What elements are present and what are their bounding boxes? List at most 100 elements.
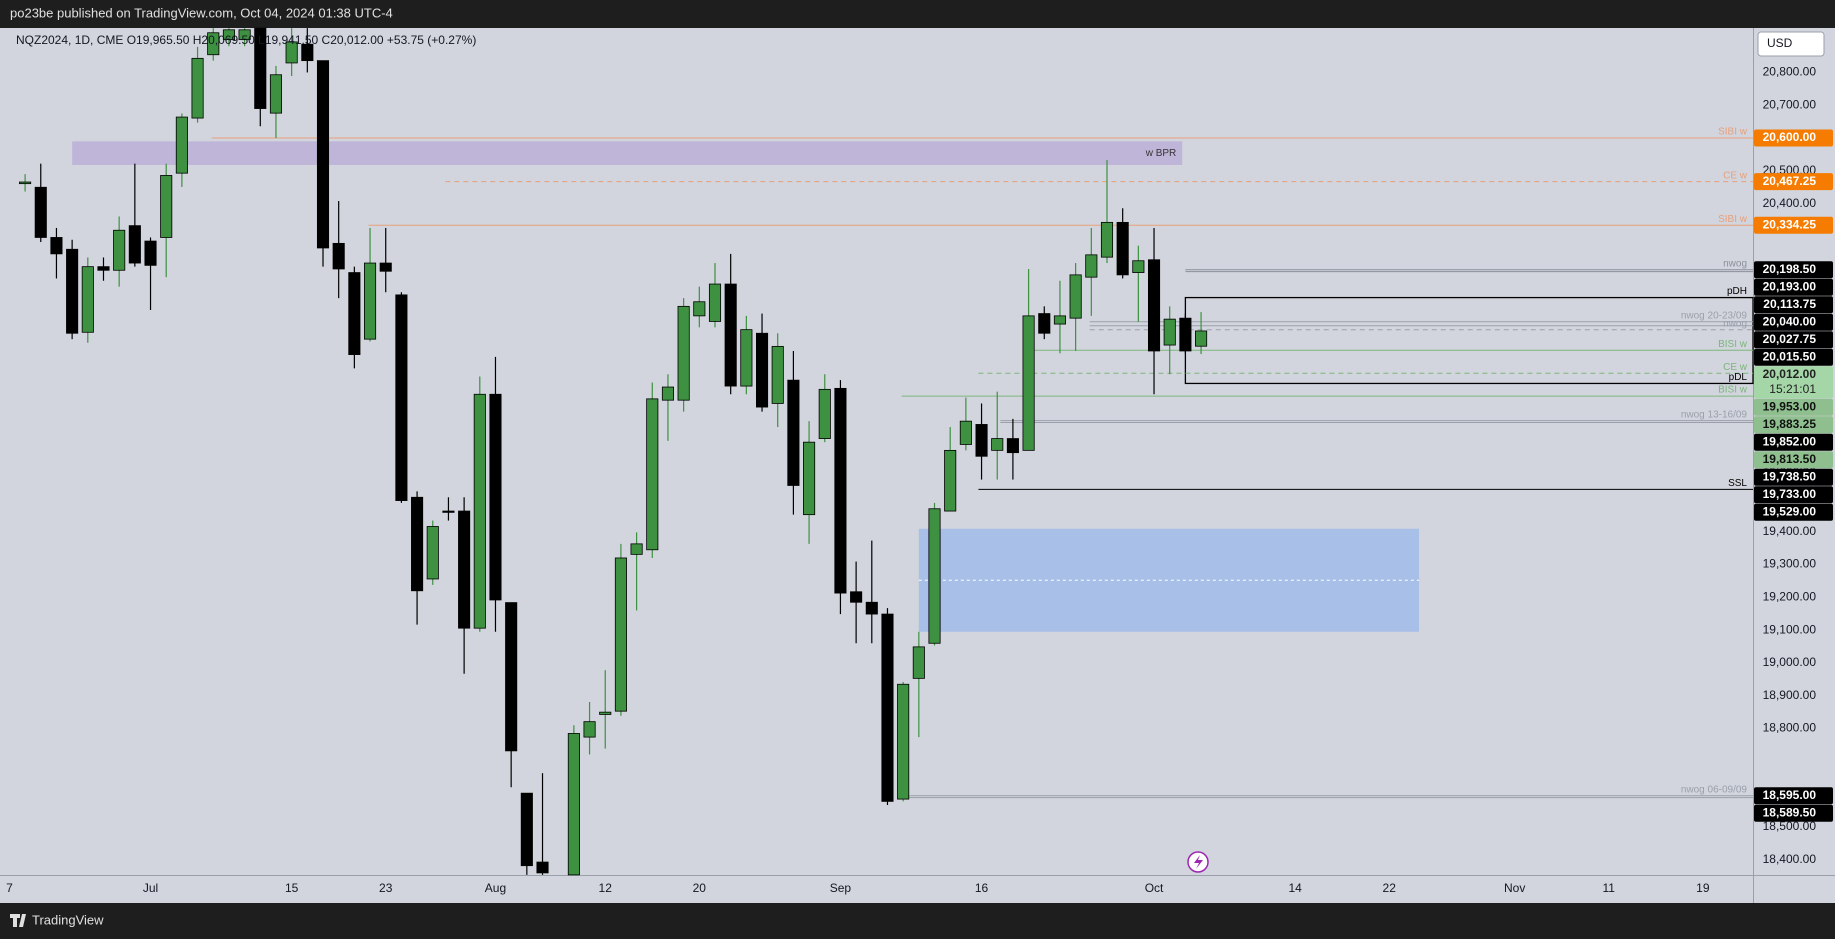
price-label-box: [1754, 129, 1833, 147]
price-label-box: [1754, 804, 1833, 822]
candle-body: [1132, 260, 1145, 273]
candle-body: [285, 41, 298, 64]
price-label: 19,813.50: [1763, 452, 1817, 466]
level-label: SSL: [1728, 478, 1747, 489]
price-label: 20,600.00: [1763, 130, 1817, 144]
candle-body: [1163, 318, 1176, 346]
tv-logo: [10, 914, 26, 927]
x-tick-label: 15: [285, 881, 299, 895]
price-label: 20,012.00: [1763, 367, 1817, 381]
candle-body: [1069, 274, 1082, 319]
price-label: 20,193.00: [1763, 279, 1817, 293]
candle-body: [897, 683, 910, 800]
candle-body: [254, 27, 267, 109]
symbol-legend: NQZ2024, 1D, CME O19,965.50 H20,069.50 L…: [16, 33, 476, 47]
candle-body: [787, 379, 800, 486]
zone: [918, 528, 1420, 632]
candle-body: [630, 543, 643, 555]
candle-body: [520, 792, 533, 867]
candle-body: [269, 74, 283, 114]
level-label: BISI w: [1718, 339, 1748, 350]
candle-body: [1006, 438, 1019, 454]
x-tick-label: 7: [6, 881, 13, 895]
candle-body: [865, 601, 878, 615]
price-label-box: [1754, 331, 1833, 349]
candle-body: [19, 181, 32, 185]
y-tick-label: 18,900.00: [1763, 688, 1817, 702]
candle-body: [1116, 221, 1129, 276]
candle-body: [740, 329, 753, 387]
level-label: BISI w: [1718, 385, 1748, 396]
level-label: pDL: [1729, 372, 1748, 383]
x-tick-label: 14: [1288, 881, 1302, 895]
price-label-box: [1754, 416, 1833, 434]
brand: TradingView: [32, 912, 104, 927]
candle-body: [755, 332, 769, 408]
currency[interactable]: USD: [1767, 36, 1793, 50]
candle-body: [928, 508, 941, 644]
candle-body: [818, 388, 831, 439]
price-label: 19,953.00: [1763, 399, 1817, 413]
price-label-box: [1754, 216, 1833, 234]
y-tick-label: 19,100.00: [1763, 622, 1817, 636]
price-label-box: [1754, 261, 1833, 279]
y-tick-label: 18,400.00: [1763, 852, 1817, 866]
candle-body: [113, 229, 126, 271]
candle-body: [599, 711, 612, 715]
y-tick-label: 18,800.00: [1763, 721, 1817, 735]
level-label: nwog: [1723, 318, 1747, 329]
candle-body: [583, 721, 596, 738]
zones: w BPR: [72, 141, 1754, 632]
candle-body: [426, 526, 439, 580]
currency-button[interactable]: [1757, 31, 1825, 57]
level-label: SIBI w: [1718, 127, 1748, 138]
axes: 20,800.0020,700.0020,500.0020,400.0019,6…: [6, 65, 1833, 895]
candle-body: [97, 266, 110, 271]
level-label: nwog 20-23/09: [1681, 310, 1748, 321]
price-label: 19,883.25: [1763, 417, 1817, 431]
candle-body: [1053, 315, 1066, 325]
candle-body: [442, 510, 455, 513]
level-label: nwog 13-16/09: [1681, 409, 1748, 420]
y-tick-label: 20,700.00: [1763, 97, 1817, 111]
x-tick-label: 20: [693, 881, 707, 895]
candle-body: [81, 266, 94, 333]
candle-body: [834, 387, 847, 594]
x-tick-label: 19: [1696, 881, 1710, 895]
candle-body: [661, 386, 675, 401]
x-tick-label: Nov: [1504, 881, 1525, 895]
x-tick-label: Oct: [1145, 881, 1164, 895]
candle-body: [473, 393, 486, 629]
level-label: nwog 06-09/09: [1681, 784, 1748, 795]
candle-body: [536, 861, 549, 874]
candle-body: [301, 43, 314, 62]
candle-body: [771, 345, 784, 404]
price-label: 20,467.25: [1763, 174, 1817, 188]
price-label-box: [1754, 278, 1833, 296]
candle-body: [160, 175, 173, 238]
price-label-box: [1754, 398, 1833, 416]
price-label: 20,027.75: [1763, 332, 1817, 346]
candle-body: [975, 424, 988, 457]
price-label-box: [1754, 503, 1833, 521]
price-label-box: [1754, 486, 1833, 504]
candle-body: [1147, 259, 1161, 352]
candle-body: [991, 438, 1004, 451]
top-bar: [0, 0, 1835, 28]
publisher: po23be published on TradingView.com, Oct…: [10, 5, 393, 20]
price-label: 20,040.00: [1763, 314, 1817, 328]
price-label-box: [1754, 433, 1833, 451]
x-tick-label: 23: [379, 881, 393, 895]
candle-body: [332, 242, 345, 270]
candle-body: [803, 441, 816, 516]
candle-body: [191, 57, 204, 119]
x-tick-label: Aug: [485, 881, 506, 895]
candle-body: [222, 29, 235, 41]
x-tick-label: 22: [1383, 881, 1397, 895]
price-label: 18,595.00: [1763, 788, 1817, 802]
price-label: 20,113.75: [1763, 297, 1816, 311]
footer-bar: [0, 903, 1835, 939]
x-tick-label: Jul: [143, 881, 158, 895]
